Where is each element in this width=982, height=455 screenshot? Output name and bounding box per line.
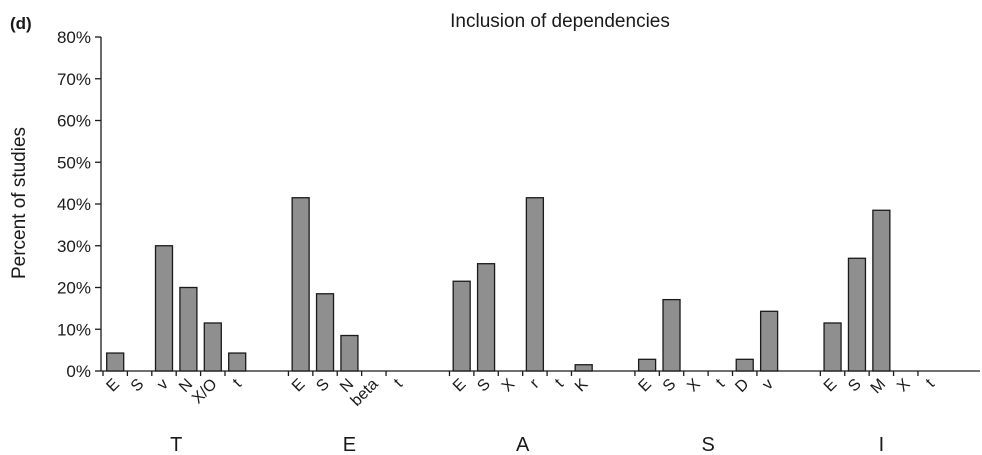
- x-tick-label: t: [552, 375, 568, 391]
- x-axis: [101, 370, 980, 376]
- bar-A-K: [574, 364, 593, 372]
- y-tick-label: 60%: [57, 112, 91, 131]
- x-tick-label: v: [759, 376, 777, 394]
- group-label: A: [516, 434, 530, 455]
- x-tick-label: X: [684, 376, 704, 396]
- x-tick-label: t: [230, 375, 246, 391]
- x-tick-label: E: [103, 376, 123, 396]
- y-tick-label: 50%: [57, 153, 91, 172]
- bar-E-N: [340, 334, 359, 372]
- y-axis-label: Percent of studies: [9, 127, 30, 279]
- y-tick-label: 20%: [57, 279, 91, 298]
- group-label: T: [170, 434, 182, 455]
- bar-I-M: [872, 209, 891, 372]
- x-tick-label: r: [527, 375, 543, 391]
- bar-S-v: [759, 310, 779, 372]
- x-tick-label: S: [474, 376, 494, 396]
- x-tick-label: D: [732, 376, 752, 396]
- x-tick-label: E: [821, 376, 841, 396]
- y-tick-label: 10%: [57, 320, 91, 339]
- bar-A-S: [476, 263, 496, 372]
- bar-T-E: [106, 352, 125, 372]
- x-tick-label: S: [660, 376, 680, 396]
- bar-T-XO: [203, 322, 222, 372]
- bars: [106, 197, 891, 372]
- bar-I-E: [823, 322, 842, 372]
- y-tick-label: 40%: [57, 195, 91, 214]
- bar-S-S: [662, 298, 681, 372]
- x-tick-label: t: [391, 375, 407, 391]
- bar-T-N: [179, 286, 198, 372]
- y-tick-label: 70%: [57, 70, 91, 89]
- bar-T-v: [154, 245, 174, 372]
- y-tick-label: 0%: [66, 362, 91, 381]
- bar-A-r: [525, 197, 545, 372]
- bar-I-S: [847, 257, 867, 372]
- y-tick-label: 30%: [57, 237, 91, 256]
- x-tick-label: S: [128, 376, 148, 396]
- y-tick-label: 80%: [57, 28, 91, 47]
- x-tick-label: X/O: [189, 376, 221, 408]
- x-tick-label: S: [313, 376, 333, 396]
- x-tick-label: beta: [348, 376, 382, 410]
- x-tick-label: S: [845, 376, 865, 396]
- x-tick-label: K: [572, 376, 592, 396]
- bar-E-E: [291, 197, 310, 372]
- y-axis: 0% 10% 20% 30% 40% 50% 60% 70% 80%: [57, 28, 102, 381]
- bar-T-t: [228, 352, 247, 372]
- bar-S-E: [637, 358, 657, 372]
- x-tick-label: E: [450, 376, 470, 396]
- x-tick-label: v: [154, 376, 172, 394]
- x-tick-label: E: [635, 376, 655, 396]
- chart-title: Inclusion of dependencies: [450, 11, 670, 32]
- bar-A-E: [452, 280, 471, 372]
- x-tick-label: E: [289, 376, 309, 396]
- group-label: I: [879, 434, 885, 455]
- x-tick-label: M: [868, 376, 889, 397]
- x-tick-label: X: [499, 376, 519, 396]
- x-tick-label: t: [923, 375, 939, 391]
- x-tick-label: t: [713, 375, 729, 391]
- group-label: S: [701, 434, 714, 455]
- x-tick-label: X: [894, 376, 914, 396]
- panel-label: (d): [10, 14, 32, 33]
- bar-E-S: [315, 293, 335, 372]
- bar-S-D: [735, 358, 754, 372]
- group-label: E: [343, 434, 356, 455]
